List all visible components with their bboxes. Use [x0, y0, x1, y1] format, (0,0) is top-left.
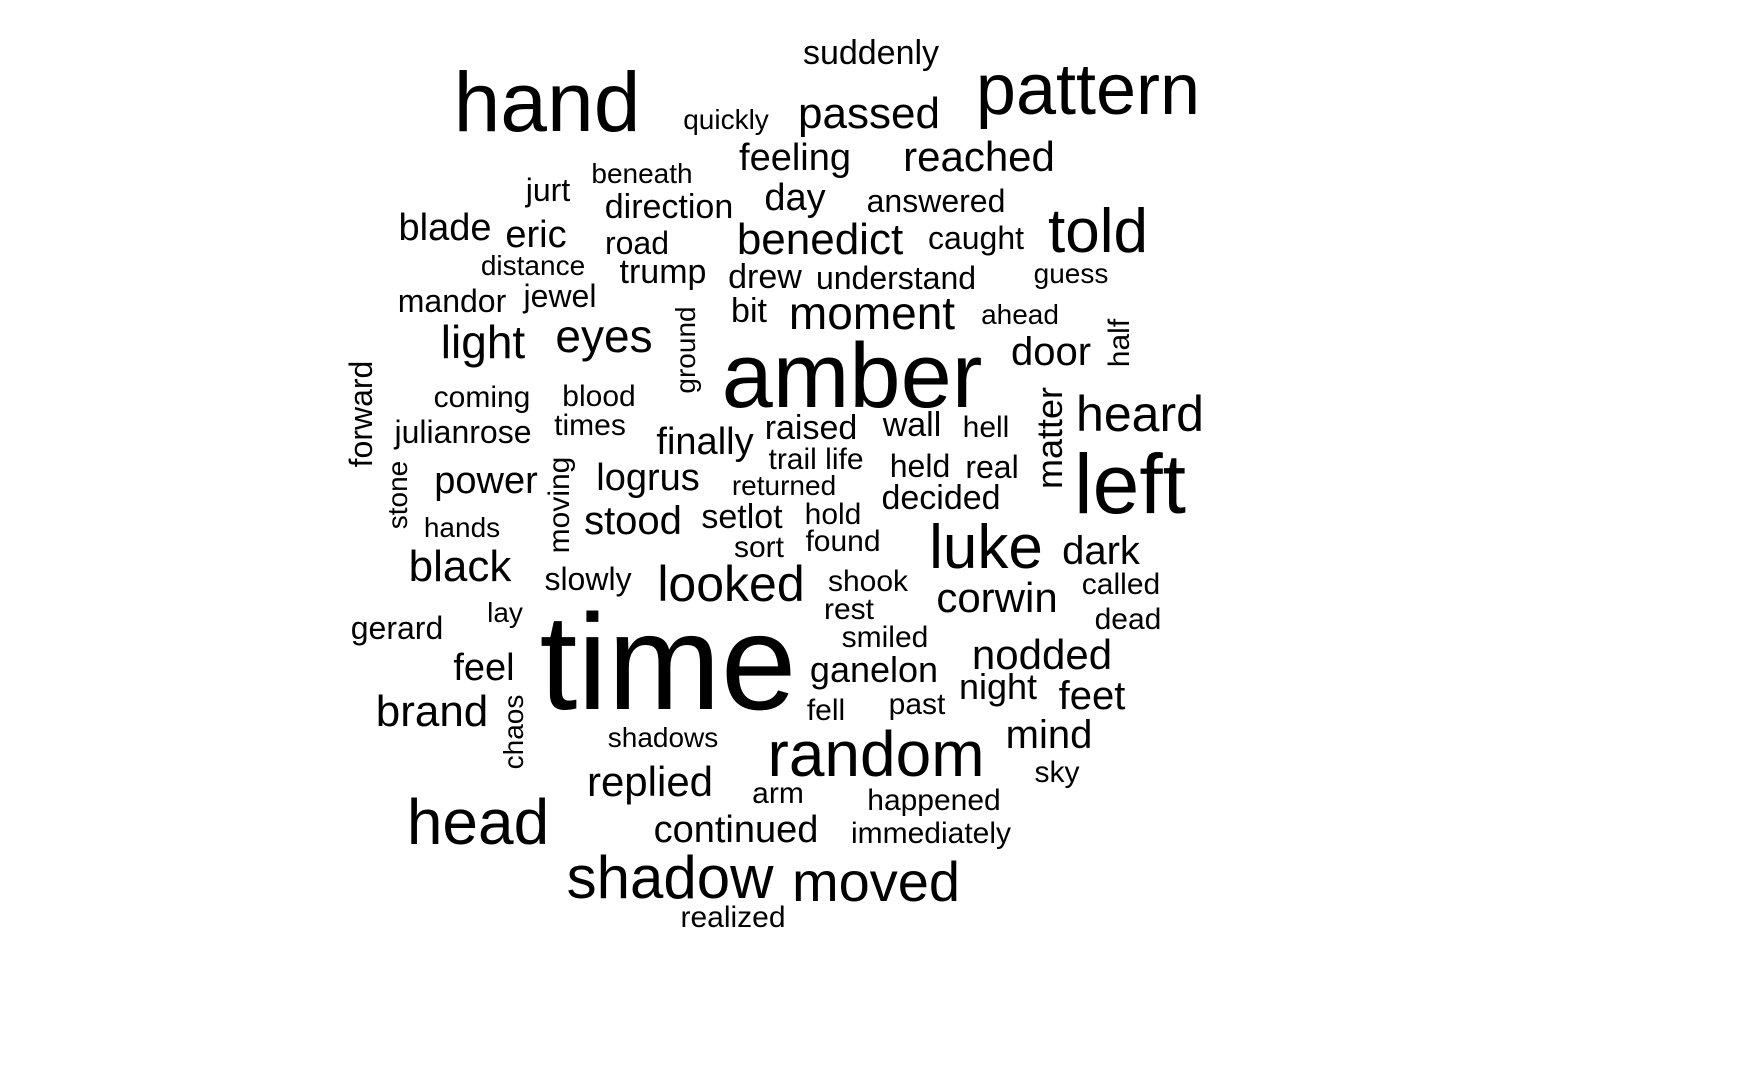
word-pattern: pattern — [975, 50, 1201, 130]
word-corwin: corwin — [936, 574, 1058, 621]
word-wall: wall — [882, 406, 942, 444]
word-feel: feel — [453, 647, 515, 689]
word-brand: brand — [375, 687, 489, 736]
word-stone: stone — [382, 460, 413, 530]
word-trail-life: trail life — [768, 443, 864, 476]
word-told: told — [1048, 197, 1148, 266]
word-arm: arm — [752, 777, 804, 810]
word-gerard: gerard — [350, 610, 444, 646]
word-jewel: jewel — [523, 278, 597, 314]
word-immediately: immediately — [850, 817, 1012, 850]
word-time: time — [539, 586, 797, 738]
word-hand: hand — [453, 55, 641, 149]
word-reached: reached — [903, 133, 1055, 180]
word-eyes: eyes — [555, 310, 653, 362]
word-feet: feet — [1058, 674, 1126, 718]
word-looked: looked — [657, 556, 805, 612]
word-light: light — [440, 316, 526, 368]
word-replied: replied — [586, 758, 714, 805]
word-smiled: smiled — [841, 621, 929, 654]
word-setlot: setlot — [701, 498, 783, 536]
word-beneath: beneath — [591, 158, 693, 189]
word-moment: moment — [788, 287, 956, 339]
word-trump: trump — [619, 253, 707, 291]
word-called: called — [1081, 568, 1161, 601]
word-found: found — [805, 525, 881, 558]
word-times: times — [554, 409, 626, 442]
word-forward: forward — [343, 360, 379, 468]
word-direction: direction — [604, 188, 734, 226]
word-sky: sky — [1034, 756, 1080, 789]
word-nodded: nodded — [971, 631, 1113, 678]
word-fell: fell — [806, 694, 846, 727]
word-moving: moving — [543, 456, 576, 554]
word-julianrose: julianrose — [394, 414, 532, 450]
word-bit: bit — [731, 292, 767, 330]
word-distance: distance — [480, 250, 586, 281]
word-head: head — [406, 786, 550, 858]
word-stood: stood — [584, 499, 682, 543]
word-understand: understand — [815, 260, 977, 296]
word-coming: coming — [433, 381, 531, 414]
word-continued: continued — [653, 809, 819, 851]
word-past: past — [888, 688, 946, 721]
word-quickly: quickly — [683, 104, 769, 135]
word-lay: lay — [487, 597, 523, 628]
word-blood: blood — [562, 380, 636, 413]
word-dead: dead — [1094, 603, 1162, 636]
word-day: day — [764, 177, 826, 219]
word-logrus: logrus — [596, 457, 700, 499]
word-hands: hands — [423, 512, 501, 543]
word-mandor: mandor — [397, 283, 507, 319]
word-half: half — [1103, 318, 1136, 368]
word-sort: sort — [733, 531, 785, 564]
word-night: night — [958, 666, 1038, 707]
word-mind: mind — [1005, 713, 1093, 757]
word-luke: luke — [929, 513, 1043, 582]
word-eric: eric — [505, 214, 567, 256]
word-hell: hell — [962, 411, 1010, 444]
word-power: power — [434, 460, 538, 502]
word-raised: raised — [764, 409, 858, 447]
word-moved: moved — [791, 850, 961, 913]
word-hold: hold — [804, 498, 862, 531]
word-finally: finally — [656, 421, 754, 463]
word-left: left — [1073, 437, 1187, 531]
word-chaos: chaos — [498, 694, 529, 770]
word-dark: dark — [1062, 529, 1140, 573]
word-happened: happened — [867, 784, 1001, 817]
word-drew: drew — [728, 258, 802, 296]
word-passed: passed — [798, 89, 940, 138]
word-answered: answered — [866, 183, 1006, 219]
word-guess: guess — [1033, 258, 1109, 289]
word-benedict: benedict — [736, 215, 904, 264]
word-blade: blade — [398, 207, 492, 249]
word-realized: realized — [680, 901, 786, 934]
word-held: held — [889, 448, 951, 484]
word-slowly: slowly — [544, 561, 632, 597]
word-ahead: ahead — [981, 299, 1059, 330]
word-matter: matter — [1029, 386, 1070, 490]
word-black: black — [408, 542, 512, 591]
word-returned: returned — [731, 470, 837, 501]
word-amber: amber — [721, 325, 983, 427]
word-heard: heard — [1076, 386, 1204, 442]
word-shadows: shadows — [607, 722, 719, 753]
word-door: door — [1010, 330, 1092, 374]
word-random: random — [767, 718, 985, 790]
word-shadow: shadow — [566, 844, 774, 911]
word-suddenly: suddenly — [802, 34, 940, 72]
word-rest: rest — [823, 593, 875, 626]
word-jurt: jurt — [525, 172, 571, 208]
word-ganelon: ganelon — [809, 649, 939, 690]
word-decided: decided — [881, 479, 1001, 517]
word-shook: shook — [827, 565, 909, 598]
word-ground: ground — [670, 306, 701, 394]
word-real: real — [965, 449, 1019, 485]
word-feeling: feeling — [739, 137, 851, 179]
word-caught: caught — [927, 220, 1025, 256]
word-road: road — [604, 225, 670, 261]
